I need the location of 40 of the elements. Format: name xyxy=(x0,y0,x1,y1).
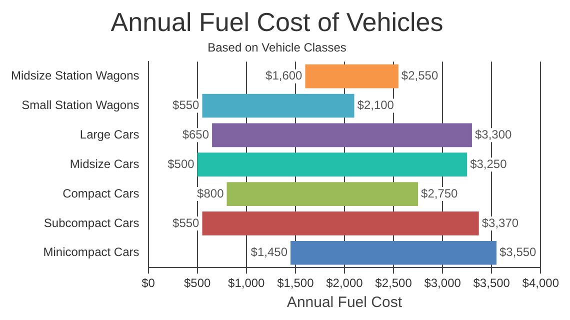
annotation: $550 xyxy=(172,216,200,230)
annotation: $2,550 xyxy=(401,68,438,83)
x-tick-label: $1,500 xyxy=(277,276,314,290)
y-tick-label: Small Station Wagons xyxy=(22,98,140,112)
annotation: $3,550 xyxy=(500,245,537,260)
bar xyxy=(290,240,497,265)
bar xyxy=(197,152,468,177)
annotation: $3,370 xyxy=(482,216,519,230)
annotation: $500 xyxy=(168,156,195,171)
y-tick-label: Compact Cars xyxy=(62,186,140,200)
annotation: $800 xyxy=(197,186,224,200)
annotation: $3,300 xyxy=(474,127,512,142)
bar xyxy=(212,123,472,148)
bar xyxy=(202,212,479,236)
x-tick-label: $500 xyxy=(184,276,211,290)
annotation: $1,600 xyxy=(266,68,303,83)
x-tick-label: $4,000 xyxy=(522,276,560,290)
bar xyxy=(202,94,354,118)
annotation: $1,450 xyxy=(250,245,288,260)
x-tick-label: $2,000 xyxy=(326,276,364,290)
y-tick-label: Subcompact Cars xyxy=(44,216,140,230)
x-tick-label: $0 xyxy=(142,276,156,290)
x-tick-label: $1,000 xyxy=(228,276,266,290)
y-tick-label: Large Cars xyxy=(80,127,140,142)
chart-subtitle: Based on Vehicle Classes xyxy=(208,40,346,55)
bar xyxy=(226,182,418,206)
x-tick-label: $3,500 xyxy=(473,276,510,290)
annotation: $550 xyxy=(172,98,200,112)
bar xyxy=(305,64,398,88)
x-tick-label: $3,000 xyxy=(424,276,462,290)
annotation: $650 xyxy=(182,127,210,142)
x-tick-label: $2,500 xyxy=(375,276,412,290)
annotation: $2,750 xyxy=(421,186,458,200)
y-tick-label: Minicompact Cars xyxy=(43,245,140,260)
chart-title: Annual Fuel Cost of Vehicles xyxy=(110,6,444,37)
y-tick-label: Midsize Station Wagons xyxy=(11,68,140,83)
annotation: $2,100 xyxy=(357,98,394,112)
x-axis-title: Annual Fuel Cost xyxy=(286,294,403,312)
y-tick-label: Midsize Cars xyxy=(70,156,140,171)
annotation: $3,250 xyxy=(470,156,508,171)
